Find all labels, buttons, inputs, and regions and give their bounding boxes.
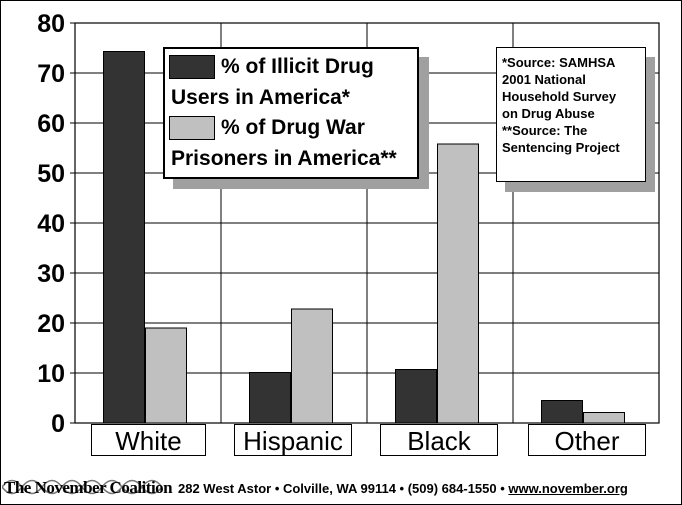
source-note-line: 2001 National — [502, 72, 586, 87]
bar-users-other — [541, 400, 583, 424]
y-tick-label: 0 — [51, 410, 65, 438]
organization-logo-text: The November Coalition — [4, 478, 173, 497]
y-tick-label: 20 — [37, 310, 65, 338]
bar-users-hispanic — [249, 372, 291, 424]
source-note-line: on Drug Abuse — [502, 106, 595, 121]
y-tick-labels: 0 10 20 30 40 50 60 70 80 — [37, 10, 65, 438]
y-tick-label: 40 — [37, 210, 65, 238]
y-tick-label: 10 — [37, 360, 65, 388]
dna-helix-logo-graphic — [2, 479, 163, 495]
legend-label-prisoners-line2: Prisoners in America** — [171, 147, 397, 170]
address-text: 282 West Astor • Colville, WA 99114 • (5… — [178, 481, 509, 496]
source-note-line: Sentencing Project — [502, 140, 620, 155]
legend-label-users-line1: % of Illicit Drug — [221, 55, 374, 78]
y-tick-label: 70 — [37, 60, 65, 88]
source-note-line: **Source: The — [502, 123, 588, 138]
bar-users-black — [395, 369, 437, 424]
bar-prisoners-other — [583, 412, 625, 424]
category-label-hispanic: Hispanic — [234, 424, 352, 456]
bar-prisoners-hispanic — [291, 308, 333, 424]
legend-label-prisoners-line1: % of Drug War — [221, 116, 365, 139]
y-tick-label: 30 — [37, 260, 65, 288]
category-label-other: Other — [528, 424, 646, 456]
category-label-white: White — [91, 424, 206, 456]
legend-swatch-users — [169, 55, 215, 79]
bar-prisoners-black — [437, 143, 479, 424]
category-label-black: Black — [380, 424, 498, 456]
website-link[interactable]: www.november.org — [508, 481, 628, 496]
bar-prisoners-white — [145, 327, 187, 424]
legend: % of Illicit Drug Users in America* % of… — [163, 47, 419, 179]
source-note: *Source: SAMHSA 2001 National Household … — [496, 47, 646, 182]
legend-swatch-prisoners — [169, 116, 215, 140]
footer-address: 282 West Astor • Colville, WA 99114 • (5… — [178, 481, 628, 496]
source-note-line: Household Survey — [502, 89, 617, 104]
footer: The November Coalition 282 West Astor • … — [0, 474, 682, 502]
y-tick-label: 50 — [37, 160, 65, 188]
y-tick-label: 60 — [37, 110, 65, 138]
bar-users-white — [103, 51, 145, 424]
source-note-line: *Source: SAMHSA — [502, 55, 616, 70]
bars — [103, 51, 625, 424]
legend-label-users-line2: Users in America* — [171, 86, 350, 109]
y-tick-label: 80 — [37, 10, 65, 38]
